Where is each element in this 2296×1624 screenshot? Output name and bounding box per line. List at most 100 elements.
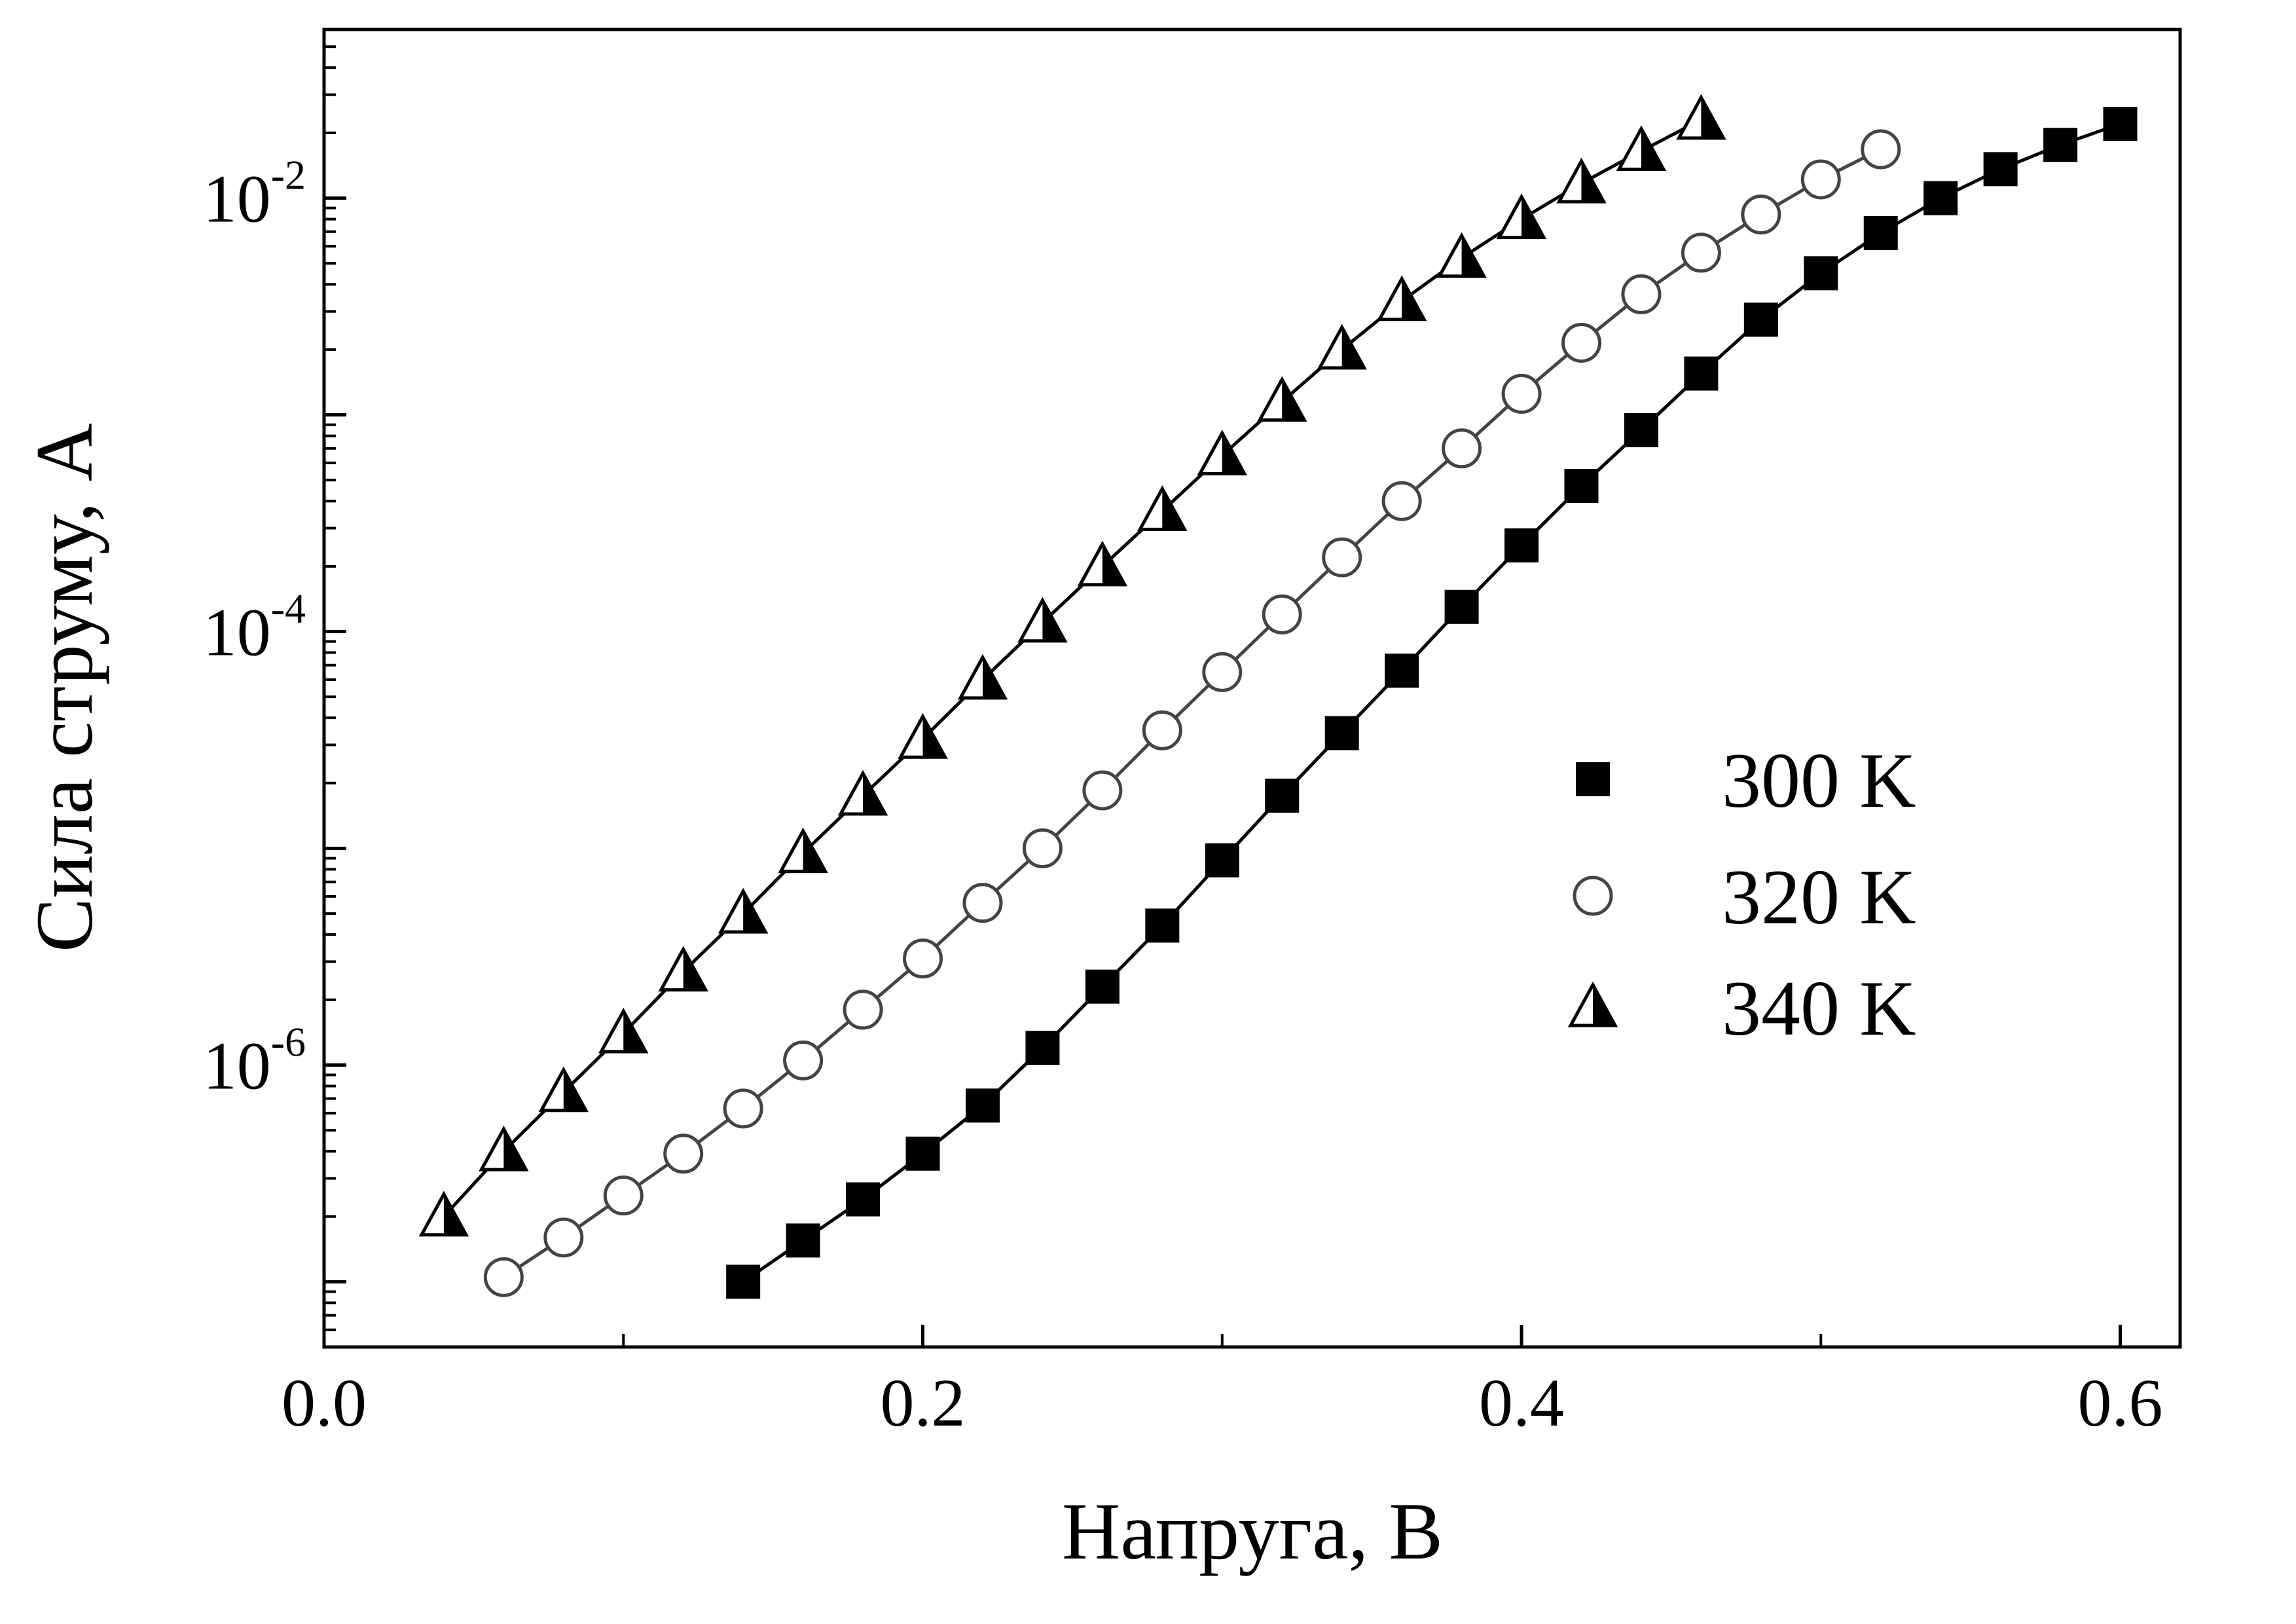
x-tick-label: 0.0 xyxy=(282,1365,367,1441)
data-point xyxy=(543,1217,584,1258)
data-point xyxy=(778,827,828,874)
marker-fill xyxy=(1522,196,1544,238)
data-point xyxy=(1381,481,1422,521)
series-line xyxy=(742,122,2121,1283)
x-tick-label: 0.4 xyxy=(1479,1365,1564,1441)
data-point xyxy=(1556,157,1607,204)
legend-marker xyxy=(1567,981,1618,1027)
data-point xyxy=(1385,654,1419,688)
marker-fill xyxy=(1341,327,1364,368)
y-tick-label: 10-6 xyxy=(203,1018,306,1103)
plot-frame xyxy=(322,28,2182,1349)
data-point xyxy=(538,1066,589,1113)
data-point xyxy=(1684,356,1719,391)
data-point xyxy=(962,883,1003,923)
data-point xyxy=(723,1088,763,1129)
data-point xyxy=(1621,274,1662,314)
x-tick-label: 0.6 xyxy=(2078,1365,2163,1441)
data-point xyxy=(965,1088,1000,1123)
data-point xyxy=(1085,969,1120,1004)
series-3 xyxy=(418,94,1726,1237)
marker-fill xyxy=(503,1129,526,1170)
marker-fill xyxy=(1402,278,1425,320)
data-point xyxy=(1444,589,1479,624)
data-point xyxy=(783,1040,824,1080)
series-line xyxy=(443,118,1702,1218)
marker-fill xyxy=(803,830,826,872)
data-point xyxy=(1800,159,1841,200)
marker-fill xyxy=(1581,160,1604,202)
data-point xyxy=(663,1134,704,1174)
data-point xyxy=(1265,779,1300,813)
data-point xyxy=(1142,710,1182,750)
marker-fill xyxy=(443,1194,466,1235)
data-point xyxy=(479,1125,529,1172)
data-point xyxy=(1863,215,1898,250)
data-point xyxy=(1741,194,1781,235)
data-point xyxy=(1676,94,1726,140)
series-2 xyxy=(483,129,1901,1297)
y-axis: 10-6 10-4 10-2 xyxy=(203,28,346,1348)
x-axis-title: Напруга, В xyxy=(1062,1486,1443,1576)
marker-fill xyxy=(1222,433,1245,474)
series-line xyxy=(502,147,1882,1279)
data-point xyxy=(1317,323,1367,370)
data-point xyxy=(1923,181,1958,215)
legend-label: 340 K xyxy=(1722,965,1916,1052)
data-point xyxy=(1202,652,1243,692)
marker-fill xyxy=(863,773,886,815)
marker-fill xyxy=(743,891,766,932)
data-point xyxy=(1262,594,1302,635)
data-point xyxy=(1324,716,1359,750)
data-point xyxy=(1561,322,1601,363)
legend-label: 300 K xyxy=(1722,737,1916,824)
data-point xyxy=(1077,540,1128,587)
data-point xyxy=(1624,413,1658,447)
data-point xyxy=(1564,469,1599,504)
series-layer xyxy=(418,94,2138,1299)
marker-fill xyxy=(1102,544,1125,585)
data-point xyxy=(1322,537,1362,578)
data-point xyxy=(837,769,888,816)
data-point xyxy=(1257,376,1307,422)
marker-fill xyxy=(623,1011,646,1052)
marker-fill xyxy=(982,657,1005,698)
data-point xyxy=(1197,430,1247,475)
y-axis-title: Сила струму, А xyxy=(20,423,109,952)
data-point xyxy=(843,989,883,1030)
marker-fill xyxy=(1461,235,1484,276)
marker-fill xyxy=(1593,985,1615,1025)
marker-fill xyxy=(1701,97,1724,138)
data-point xyxy=(1082,770,1123,811)
legend-label: 320 K xyxy=(1722,853,1916,940)
data-point xyxy=(1137,485,1188,531)
data-point xyxy=(1501,373,1542,414)
data-point xyxy=(1022,828,1063,868)
data-point xyxy=(903,938,943,979)
data-point xyxy=(483,1257,524,1297)
data-point xyxy=(1442,428,1482,469)
data-point xyxy=(905,1136,940,1171)
data-point xyxy=(1681,232,1721,273)
data-point xyxy=(1743,303,1778,337)
legend-marker xyxy=(1576,762,1610,796)
data-point xyxy=(726,1264,761,1299)
data-point xyxy=(1861,129,1901,170)
data-point xyxy=(1496,193,1547,240)
data-point xyxy=(1145,908,1180,943)
data-point xyxy=(846,1182,881,1217)
legend: 300 K 320 K 340 K xyxy=(1567,737,1916,1052)
data-point xyxy=(957,654,1008,700)
legend-marker xyxy=(1573,876,1613,916)
marker-fill xyxy=(1282,379,1305,420)
y-tick-label: 10-2 xyxy=(203,152,306,237)
data-point xyxy=(2103,107,2138,141)
data-point xyxy=(2043,128,2078,162)
marker-fill xyxy=(1162,489,1185,530)
data-point xyxy=(603,1175,644,1216)
data-point xyxy=(1983,152,2018,187)
data-point xyxy=(1804,256,1838,291)
data-point xyxy=(898,713,948,759)
data-point xyxy=(1616,125,1667,172)
